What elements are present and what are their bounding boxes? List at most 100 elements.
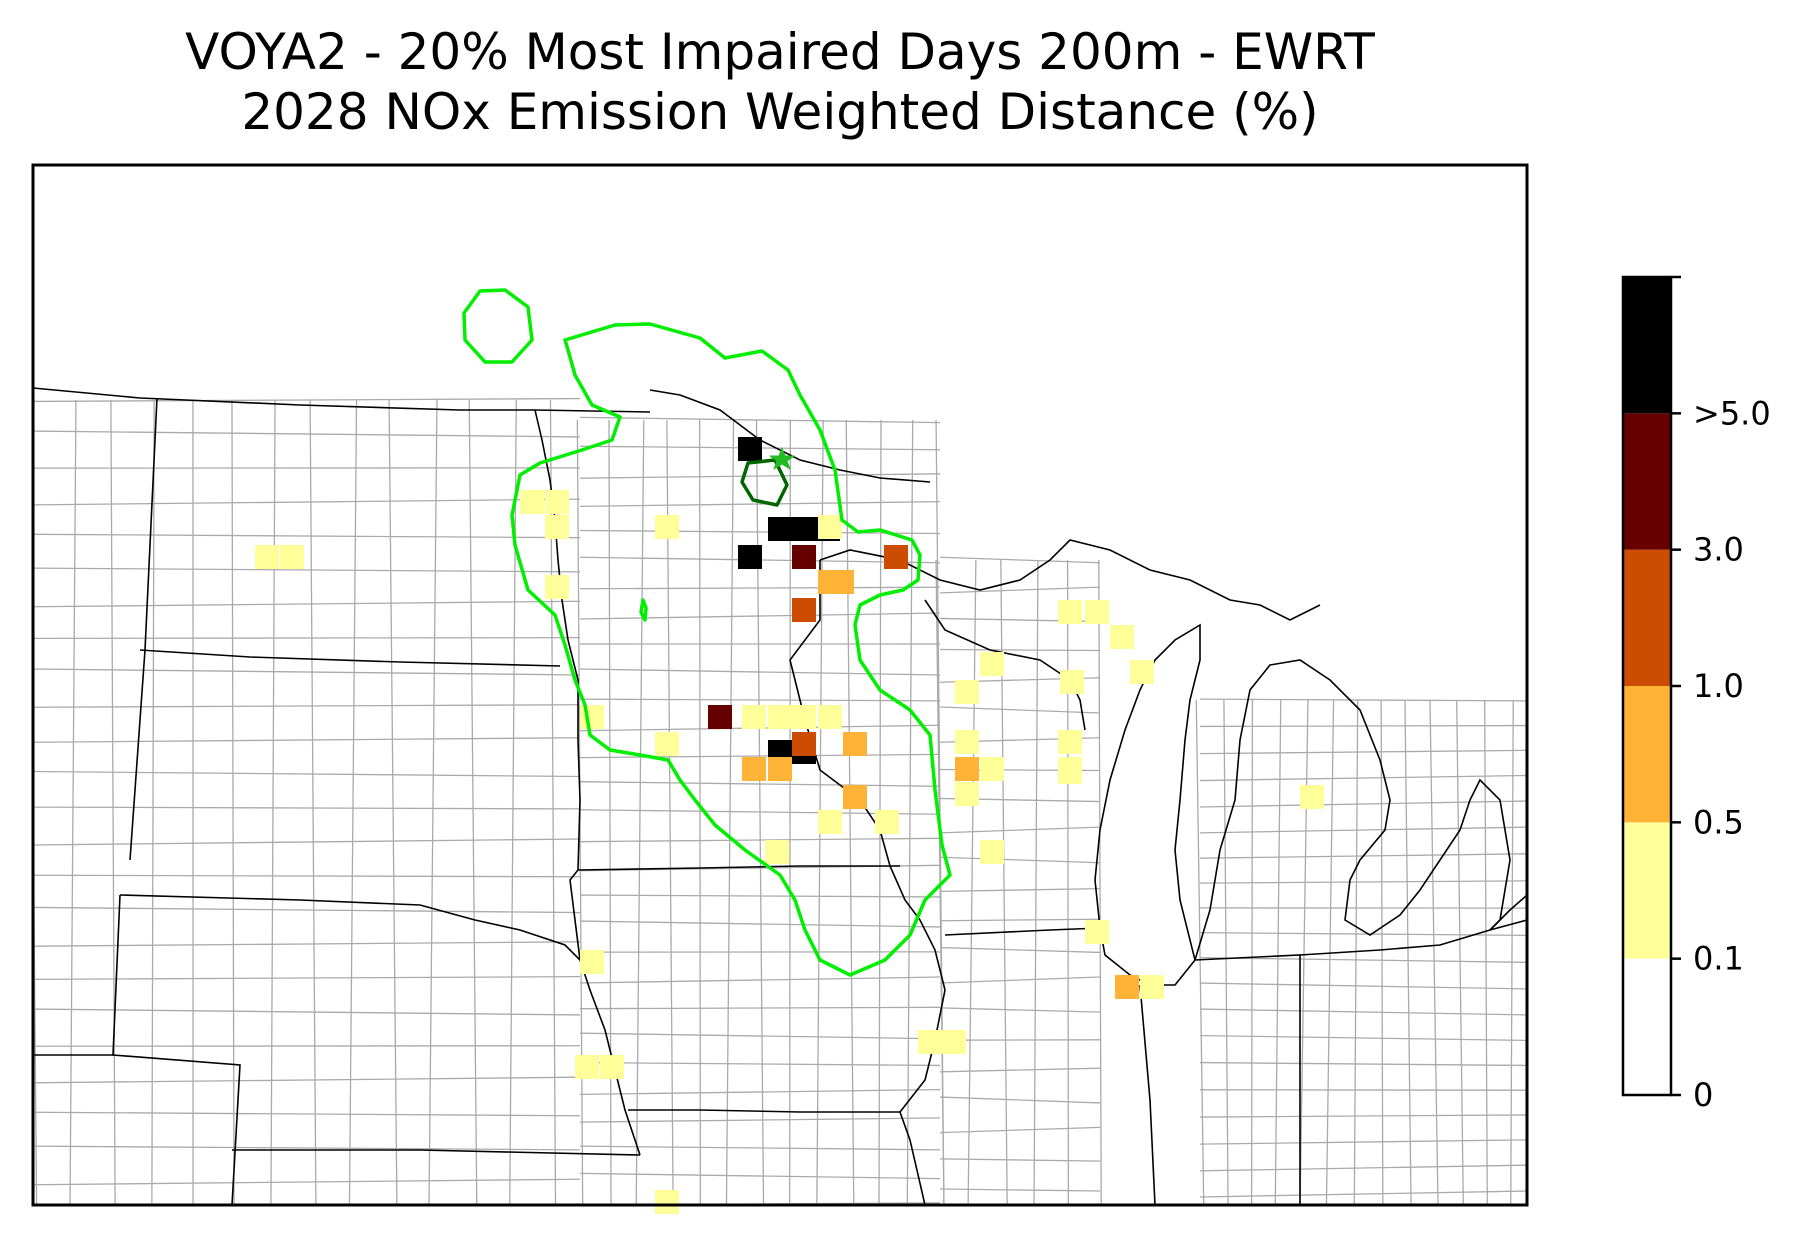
county-line	[1199, 982, 1527, 990]
county-line	[33, 397, 581, 403]
emission-cell	[768, 517, 792, 541]
colorbar-bin	[1623, 277, 1671, 414]
map-panel	[31, 163, 1529, 1214]
county-line	[33, 1178, 581, 1186]
county-line	[33, 567, 581, 573]
emission-cell	[1300, 785, 1324, 809]
county-line	[33, 874, 581, 878]
county-line	[939, 1158, 1101, 1162]
emission-cell	[884, 545, 908, 569]
county-line	[1199, 800, 1527, 808]
county-line	[725, 419, 735, 1205]
county-line	[579, 698, 941, 702]
county-line	[33, 737, 581, 743]
county-line	[33, 430, 581, 438]
colorbar-bin	[1623, 686, 1671, 823]
emission-cell	[843, 785, 867, 809]
county-line	[939, 918, 1101, 922]
emission-cell	[1130, 660, 1154, 684]
emission-cells	[255, 437, 1324, 1214]
county-line	[666, 419, 674, 1205]
county-line	[33, 600, 581, 608]
county-line	[579, 1172, 941, 1180]
county-line	[1098, 559, 1102, 1205]
county-line	[1199, 1164, 1527, 1172]
county-line	[1223, 699, 1229, 1205]
county-line	[1199, 1008, 1527, 1016]
colorbar-tick-label: 3.0	[1693, 531, 1744, 569]
emission-cell	[1085, 920, 1109, 944]
county-line	[579, 920, 941, 928]
mn-ia-border	[577, 865, 900, 871]
emission-cell	[765, 840, 789, 864]
sd-mn-ia-border	[569, 739, 581, 961]
county-line	[939, 1067, 1101, 1073]
county-line	[33, 1008, 581, 1016]
site-marker	[769, 447, 795, 470]
emission-contour-small	[639, 598, 648, 622]
chart-title-line-1: VOYA2 - 20% Most Impaired Days 200m - EW…	[185, 23, 1375, 81]
county-line	[939, 648, 1101, 652]
wi-il-border	[944, 927, 1101, 936]
colorbar: 0 0.1 0.5 1.0 3.0 >5.0	[1621, 275, 1771, 1114]
map-background	[33, 165, 1527, 1205]
county-line	[1299, 699, 1309, 1205]
county-line	[1199, 1034, 1527, 1042]
colorbar-tick-label: 0.5	[1693, 803, 1744, 841]
county-line	[579, 668, 941, 676]
mn-wi-border	[789, 560, 946, 1205]
emission-cell	[918, 1030, 942, 1054]
emission-cell	[818, 810, 842, 834]
emission-cell	[875, 810, 899, 834]
county-line	[151, 399, 155, 1205]
emission-cell	[818, 515, 842, 539]
emission-cell	[1060, 670, 1084, 694]
county-line	[939, 556, 1101, 564]
colorbar-tick-label: >5.0	[1693, 394, 1771, 432]
county-line	[33, 636, 581, 640]
county-line	[698, 419, 702, 1205]
canada-border-lake-superior	[649, 389, 931, 483]
county-line	[1456, 699, 1464, 1205]
colorbar-tick-label: 0	[1693, 1076, 1713, 1114]
emission-cell	[738, 545, 762, 569]
county-line	[579, 416, 941, 424]
county-line	[1380, 699, 1384, 1205]
emission-cell	[1058, 600, 1082, 624]
county-line	[1066, 559, 1070, 1205]
county-line	[579, 1088, 941, 1096]
emission-contours	[462, 288, 952, 977]
county-line	[1199, 1114, 1527, 1118]
county-line	[579, 473, 941, 479]
emission-cell	[280, 545, 304, 569]
colorbar-bin	[1623, 822, 1671, 959]
emission-cell	[792, 517, 816, 541]
county-line	[33, 704, 581, 708]
county-line	[579, 612, 941, 620]
county-line	[939, 946, 1101, 954]
colorbar-bin	[1623, 413, 1671, 550]
emission-cell	[955, 782, 979, 806]
emission-cell	[545, 490, 569, 514]
county-boundaries	[33, 397, 1527, 1205]
county-line	[1199, 826, 1527, 834]
county-line	[33, 533, 581, 539]
county-line	[309, 399, 317, 1205]
county-line	[579, 894, 941, 898]
emission-cell	[1140, 975, 1164, 999]
county-line	[270, 399, 276, 1205]
emission-cell	[792, 545, 816, 569]
emission-cell	[955, 730, 979, 754]
county-line	[939, 976, 1101, 984]
emission-cell	[792, 732, 816, 756]
emission-cell	[955, 680, 979, 704]
county-line	[1199, 1139, 1527, 1145]
map-frame	[31, 163, 1529, 1207]
county-line	[939, 1007, 1101, 1013]
emission-cell	[818, 705, 842, 729]
emission-cell	[955, 757, 979, 781]
colorbar-tick-label: 0.1	[1693, 940, 1744, 978]
emission-cell	[768, 705, 792, 729]
nd-mn-border	[534, 409, 579, 740]
emission-cell	[1085, 600, 1109, 624]
